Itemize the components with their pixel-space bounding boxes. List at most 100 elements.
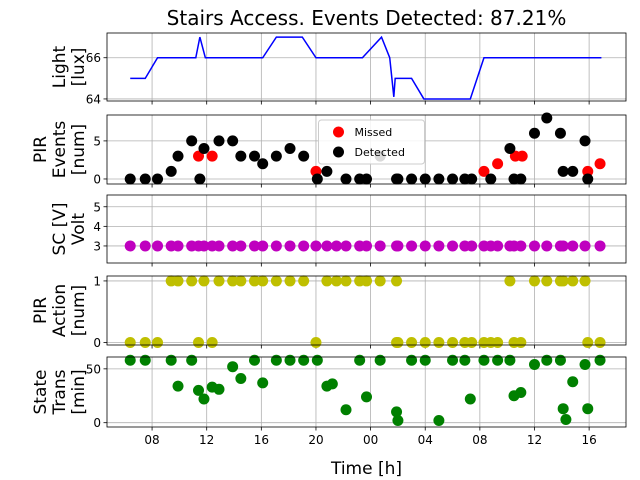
point	[419, 173, 431, 185]
x-axis-label: Time [h]	[330, 459, 402, 479]
point	[270, 150, 282, 162]
point	[340, 240, 352, 252]
point	[582, 165, 594, 177]
point	[139, 173, 151, 185]
point	[557, 240, 569, 252]
point	[515, 387, 527, 399]
point	[582, 403, 594, 415]
point	[464, 393, 476, 405]
point	[492, 337, 504, 349]
point	[186, 135, 198, 147]
point	[206, 337, 218, 349]
point	[374, 275, 386, 287]
point	[193, 337, 205, 349]
subplot: 0 5 PIR Events [num] Missed Detected	[31, 112, 627, 188]
point	[447, 337, 459, 349]
point	[213, 275, 225, 287]
y-axis-label: [lux]	[69, 48, 89, 87]
point	[311, 173, 323, 185]
y-tick-label: 0	[93, 172, 101, 186]
point	[172, 275, 184, 287]
point	[213, 240, 225, 252]
y-tick-label: 50	[86, 362, 101, 376]
legend-box	[318, 119, 425, 165]
data-layer	[130, 35, 602, 100]
point	[186, 275, 198, 287]
point	[594, 158, 606, 170]
data-line	[130, 35, 602, 100]
point	[340, 404, 352, 416]
point	[270, 275, 282, 287]
y-axis-label: [num]	[69, 285, 89, 336]
point	[165, 354, 177, 366]
legend-label: Detected	[355, 146, 405, 159]
point	[361, 275, 372, 287]
point	[227, 275, 239, 287]
point	[579, 135, 591, 147]
point	[516, 150, 528, 162]
point	[579, 359, 591, 371]
point	[257, 275, 269, 287]
point	[213, 135, 225, 147]
point	[433, 337, 445, 349]
chart-title: Stairs Access. Events Detected: 87.21%	[167, 6, 567, 30]
point	[541, 112, 553, 124]
point	[124, 354, 136, 366]
point	[311, 354, 323, 366]
point	[392, 337, 404, 349]
x-tick-label: 04	[418, 433, 433, 447]
point	[515, 337, 527, 349]
point	[406, 173, 418, 185]
point	[249, 275, 261, 287]
point	[172, 150, 184, 162]
point	[298, 240, 310, 252]
point	[270, 354, 282, 366]
y-tick-label: 64	[86, 92, 101, 106]
x-tick-label: 20	[308, 433, 323, 447]
point	[528, 240, 540, 252]
point	[560, 413, 572, 425]
point	[594, 337, 606, 349]
point	[298, 275, 310, 287]
point	[361, 240, 372, 252]
point	[557, 275, 569, 287]
point	[433, 173, 445, 185]
point	[567, 275, 579, 287]
point	[284, 240, 296, 252]
y-axis-label: Volt	[69, 213, 89, 245]
point	[447, 173, 459, 185]
subplot: 0 1 PIR Action [num]	[31, 274, 627, 350]
point	[249, 354, 261, 366]
point	[492, 158, 504, 170]
point	[330, 240, 342, 252]
point	[361, 173, 372, 185]
subplot: 3 4 5 SC [V] Volt	[50, 194, 627, 267]
point	[541, 240, 553, 252]
axes-frame	[106, 275, 627, 346]
axes-frame	[106, 114, 627, 185]
point	[557, 165, 569, 177]
data-layer	[124, 354, 606, 427]
point	[392, 240, 404, 252]
point	[139, 337, 151, 349]
point	[528, 275, 540, 287]
point	[124, 240, 136, 252]
point	[152, 240, 164, 252]
point	[554, 354, 566, 366]
point	[391, 275, 403, 287]
point	[478, 165, 490, 177]
point	[419, 354, 431, 366]
point	[528, 127, 540, 139]
y-tick-label: 5	[93, 200, 101, 214]
point	[433, 240, 445, 252]
y-axis-label: [min]	[69, 369, 89, 414]
point	[466, 173, 478, 185]
point	[504, 143, 516, 155]
y-axis-label: SC [V]	[50, 203, 70, 256]
point	[257, 377, 269, 389]
point	[249, 150, 261, 162]
axes-frame	[106, 356, 627, 428]
point	[340, 173, 352, 185]
y-axis-label: PIR	[31, 297, 51, 324]
